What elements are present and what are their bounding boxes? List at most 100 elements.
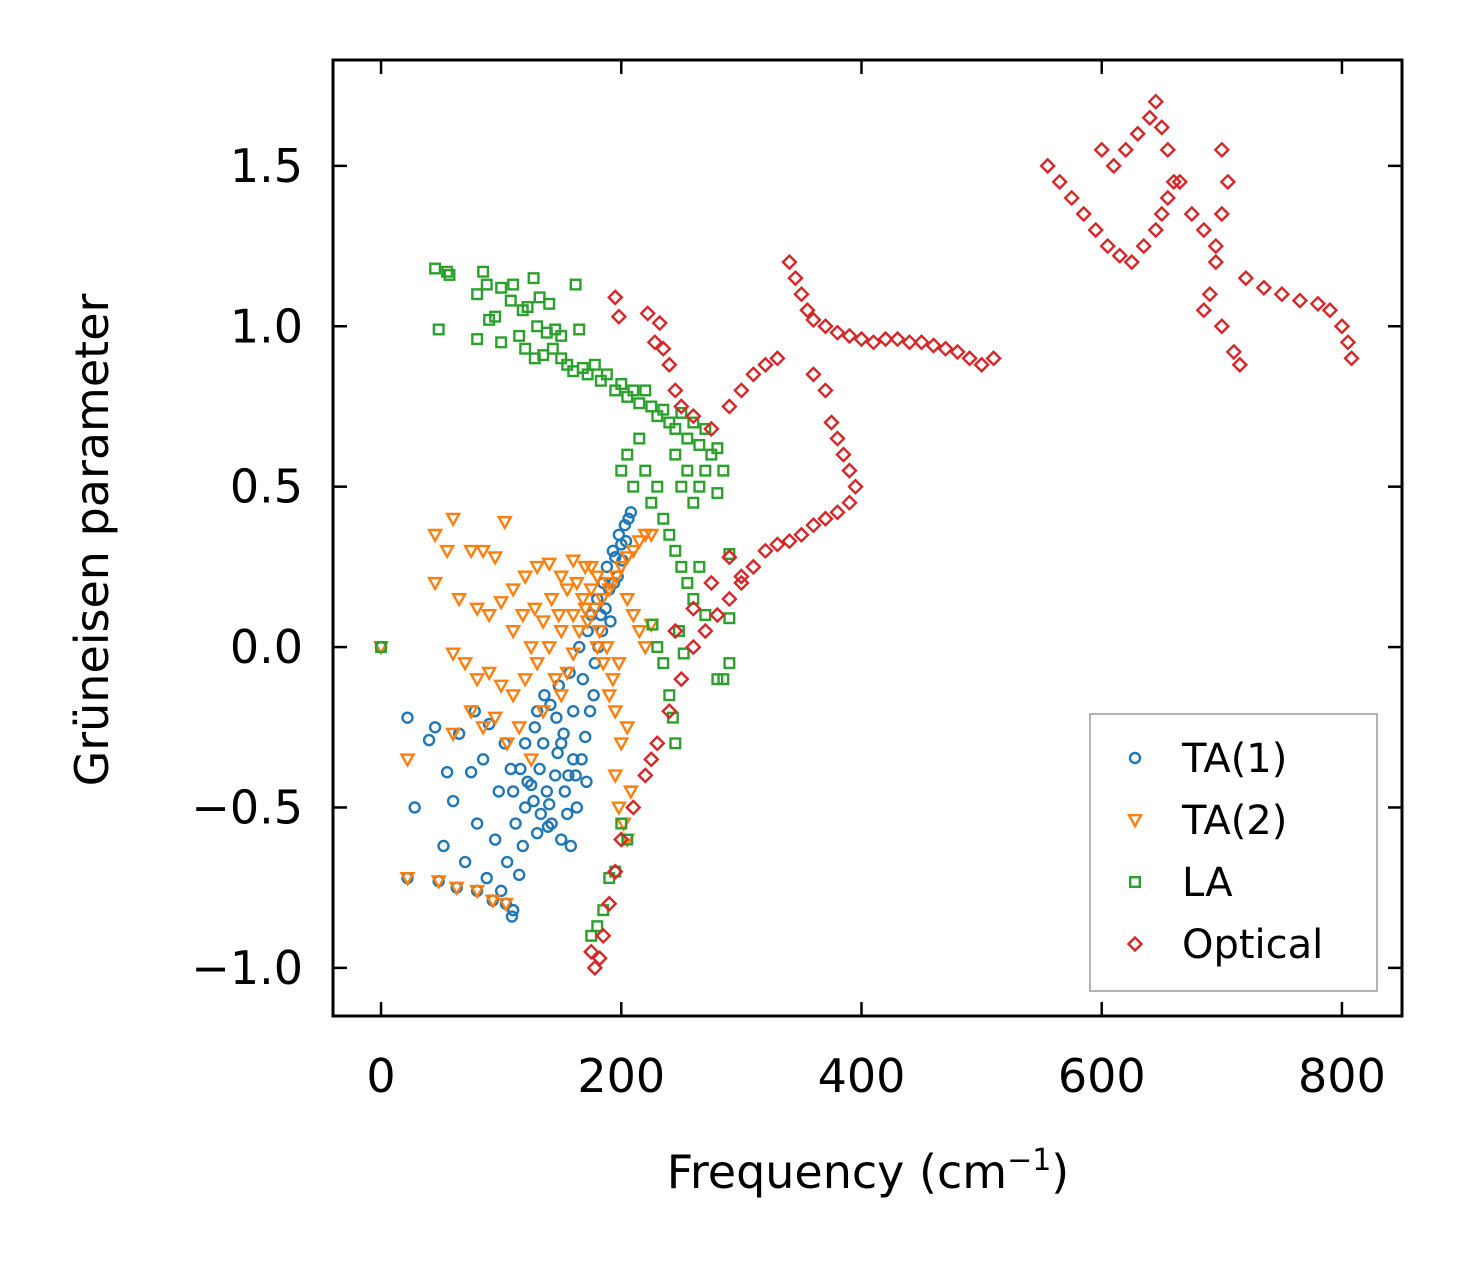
data-point: [625, 799, 642, 816]
data-point: [555, 329, 568, 342]
data-point: [507, 278, 520, 291]
data-point: [841, 327, 858, 345]
y-axis-title: Grüneisen parameter: [65, 293, 119, 786]
data-point: [487, 711, 504, 727]
data-point: [512, 868, 526, 882]
data-point: [445, 512, 462, 528]
legend-label: Optical: [1182, 922, 1323, 968]
x-axis-title: Frequency (cm−1): [667, 1143, 1070, 1199]
data-point: [506, 903, 520, 917]
data-point: [627, 384, 640, 397]
data-point: [1339, 334, 1357, 351]
data-point: [496, 515, 513, 531]
data-point: [574, 592, 591, 608]
data-point: [609, 384, 622, 397]
data-point: [1309, 295, 1327, 313]
data-point: [699, 464, 712, 477]
data-point: [549, 769, 562, 782]
data-point: [589, 641, 606, 656]
data-point: [663, 416, 676, 429]
data-point: [619, 551, 636, 566]
data-point: [469, 884, 486, 900]
data-point: [607, 705, 624, 720]
data-point: [565, 554, 582, 569]
data-point: [1213, 141, 1231, 159]
data-point: [521, 301, 534, 314]
data-point: [697, 622, 714, 640]
data-point: [562, 769, 575, 782]
data-point: [625, 608, 642, 624]
data-point: [521, 775, 534, 789]
data-point: [427, 528, 444, 544]
data-point: [1165, 173, 1182, 191]
data-point: [580, 775, 593, 789]
data-point: [558, 785, 572, 798]
data-point: [805, 366, 822, 383]
data-point: [711, 487, 724, 500]
data-point: [591, 625, 608, 640]
data-point: [505, 910, 519, 923]
data-point: [769, 350, 786, 367]
data-point: [805, 311, 822, 329]
data-point: [675, 406, 688, 419]
data-point: [621, 448, 634, 461]
data-point: [711, 442, 724, 455]
data-point: [457, 657, 474, 672]
x-tick-label: 0: [366, 1049, 395, 1103]
data-point: [1075, 205, 1092, 223]
data-point: [601, 583, 618, 598]
data-point: [669, 422, 682, 435]
data-point: [1123, 253, 1140, 271]
data-point: [681, 432, 694, 445]
data-point: [483, 313, 496, 326]
data-point: [1225, 343, 1243, 361]
data-point: [901, 334, 918, 351]
data-point: [745, 366, 762, 383]
data-point: [681, 576, 694, 589]
data-point: [829, 504, 846, 521]
data-point: [1273, 285, 1291, 303]
data-point: [709, 606, 726, 624]
data-point: [973, 356, 990, 373]
data-point: [657, 657, 670, 670]
data-point: [717, 464, 730, 477]
data-point: [1207, 253, 1225, 271]
data-point: [429, 262, 442, 275]
data-point: [657, 403, 670, 416]
data-point: [1231, 356, 1249, 373]
data-point: [601, 689, 618, 704]
data-point: [598, 641, 615, 656]
data-point: [519, 342, 532, 355]
data-point: [576, 672, 590, 686]
legend-entry: LA: [1128, 860, 1233, 906]
data-point: [613, 737, 630, 752]
data-point: [625, 544, 642, 560]
data-point: [613, 831, 630, 848]
legend-entry: Optical: [1126, 922, 1323, 968]
data-point: [458, 855, 472, 869]
data-point: [1207, 237, 1225, 255]
data-point: [408, 801, 421, 814]
data-point: [1063, 189, 1080, 207]
data-point: [505, 689, 522, 704]
x-axis-title-main: Frequency (cm: [667, 1145, 1007, 1199]
data-point: [645, 496, 658, 509]
data-point: [757, 356, 774, 373]
data-point: [1039, 157, 1056, 175]
data-point: [518, 737, 532, 750]
data-point: [573, 323, 586, 336]
data-point: [687, 416, 700, 429]
data-point: [667, 622, 684, 640]
data-point: [543, 798, 556, 811]
data-point: [787, 269, 804, 287]
data-point: [604, 673, 621, 688]
data-point: [439, 544, 456, 560]
data-point: [1195, 302, 1213, 319]
data-point: [829, 324, 846, 341]
data-point: [607, 863, 624, 880]
data-point: [489, 310, 502, 323]
data-point: [579, 730, 592, 744]
data-point: [553, 689, 570, 704]
data-point: [401, 711, 414, 724]
data-point: [661, 703, 678, 720]
